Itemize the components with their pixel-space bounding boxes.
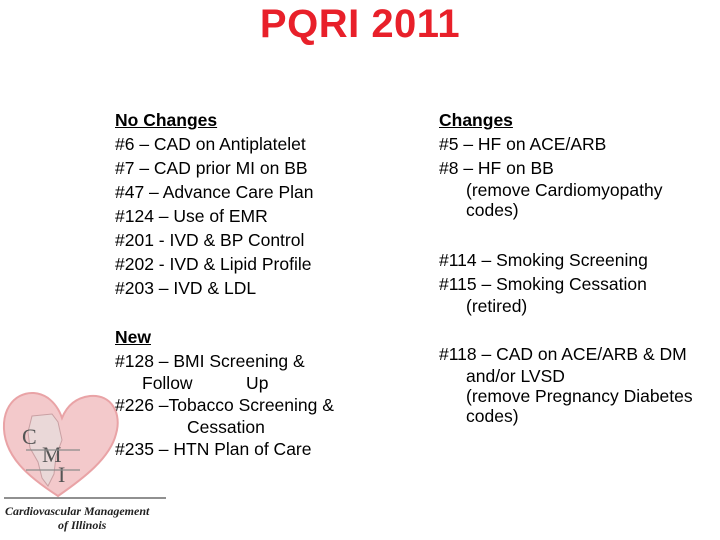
measure-item: #7 – CAD prior MI on BB xyxy=(115,158,308,178)
measure-item: #203 – IVD & LDL xyxy=(115,278,257,298)
measure-item-continuation: (remove Cardiomyopathy xyxy=(466,180,663,200)
measure-item: #47 – Advance Care Plan xyxy=(115,182,314,202)
measure-item: #202 - IVD & Lipid Profile xyxy=(115,254,312,274)
no-changes-heading: No Changes xyxy=(115,110,218,130)
measure-item-continuation: (remove Pregnancy Diabetes xyxy=(466,386,693,406)
measure-item-continuation: and/or LVSD xyxy=(466,366,565,386)
measure-item: #114 – Smoking Screening xyxy=(439,250,648,270)
logo-letter-c: C xyxy=(22,424,37,449)
measure-item-continuation: Follow Up xyxy=(142,373,269,393)
smoking-section: #114 – Smoking Screening #115 – Smoking … xyxy=(439,248,648,316)
changes-section: Changes #5 – HF on ACE/ARB #8 – HF on BB… xyxy=(439,108,662,220)
measure-item-continuation: codes) xyxy=(466,200,519,220)
measure-item-continuation: codes) xyxy=(466,406,519,426)
measure-item: #235 – HTN Plan of Care xyxy=(115,439,312,459)
cmi-logo: C M I Cardiovascular Management of Illin… xyxy=(2,392,166,532)
measure-item: #128 – BMI Screening & xyxy=(115,351,305,371)
measure-item: #115 – Smoking Cessation xyxy=(439,274,647,294)
new-heading: New xyxy=(115,327,151,347)
measure-item: #201 - IVD & BP Control xyxy=(115,230,305,250)
new-section: New #128 – BMI Screening & Follow Up #22… xyxy=(115,325,334,461)
logo-letter-i: I xyxy=(58,462,65,487)
measure-item: #8 – HF on BB xyxy=(439,158,554,178)
measure-item-continuation: (retired) xyxy=(466,296,528,316)
measure-item-continuation: Cessation xyxy=(187,417,265,437)
no-changes-section: No Changes #6 – CAD on Antiplatelet #7 –… xyxy=(115,108,313,300)
logo-letter-m: M xyxy=(42,442,62,467)
logo-line-2: of Illinois xyxy=(58,518,107,532)
changes-heading: Changes xyxy=(439,110,513,130)
measure-item: #124 – Use of EMR xyxy=(115,206,268,226)
measure-item: #5 – HF on ACE/ARB xyxy=(439,134,607,154)
measure-item: #6 – CAD on Antiplatelet xyxy=(115,134,306,154)
cad-section: #118 – CAD on ACE/ARB & DM and/or LVSD (… xyxy=(439,342,720,426)
measure-item: #226 –Tobacco Screening & xyxy=(115,395,334,415)
measure-item: #118 – CAD on ACE/ARB & DM xyxy=(439,344,687,364)
page-title: PQRI 2011 xyxy=(259,2,461,46)
logo-line-1: Cardiovascular Management xyxy=(5,504,150,518)
